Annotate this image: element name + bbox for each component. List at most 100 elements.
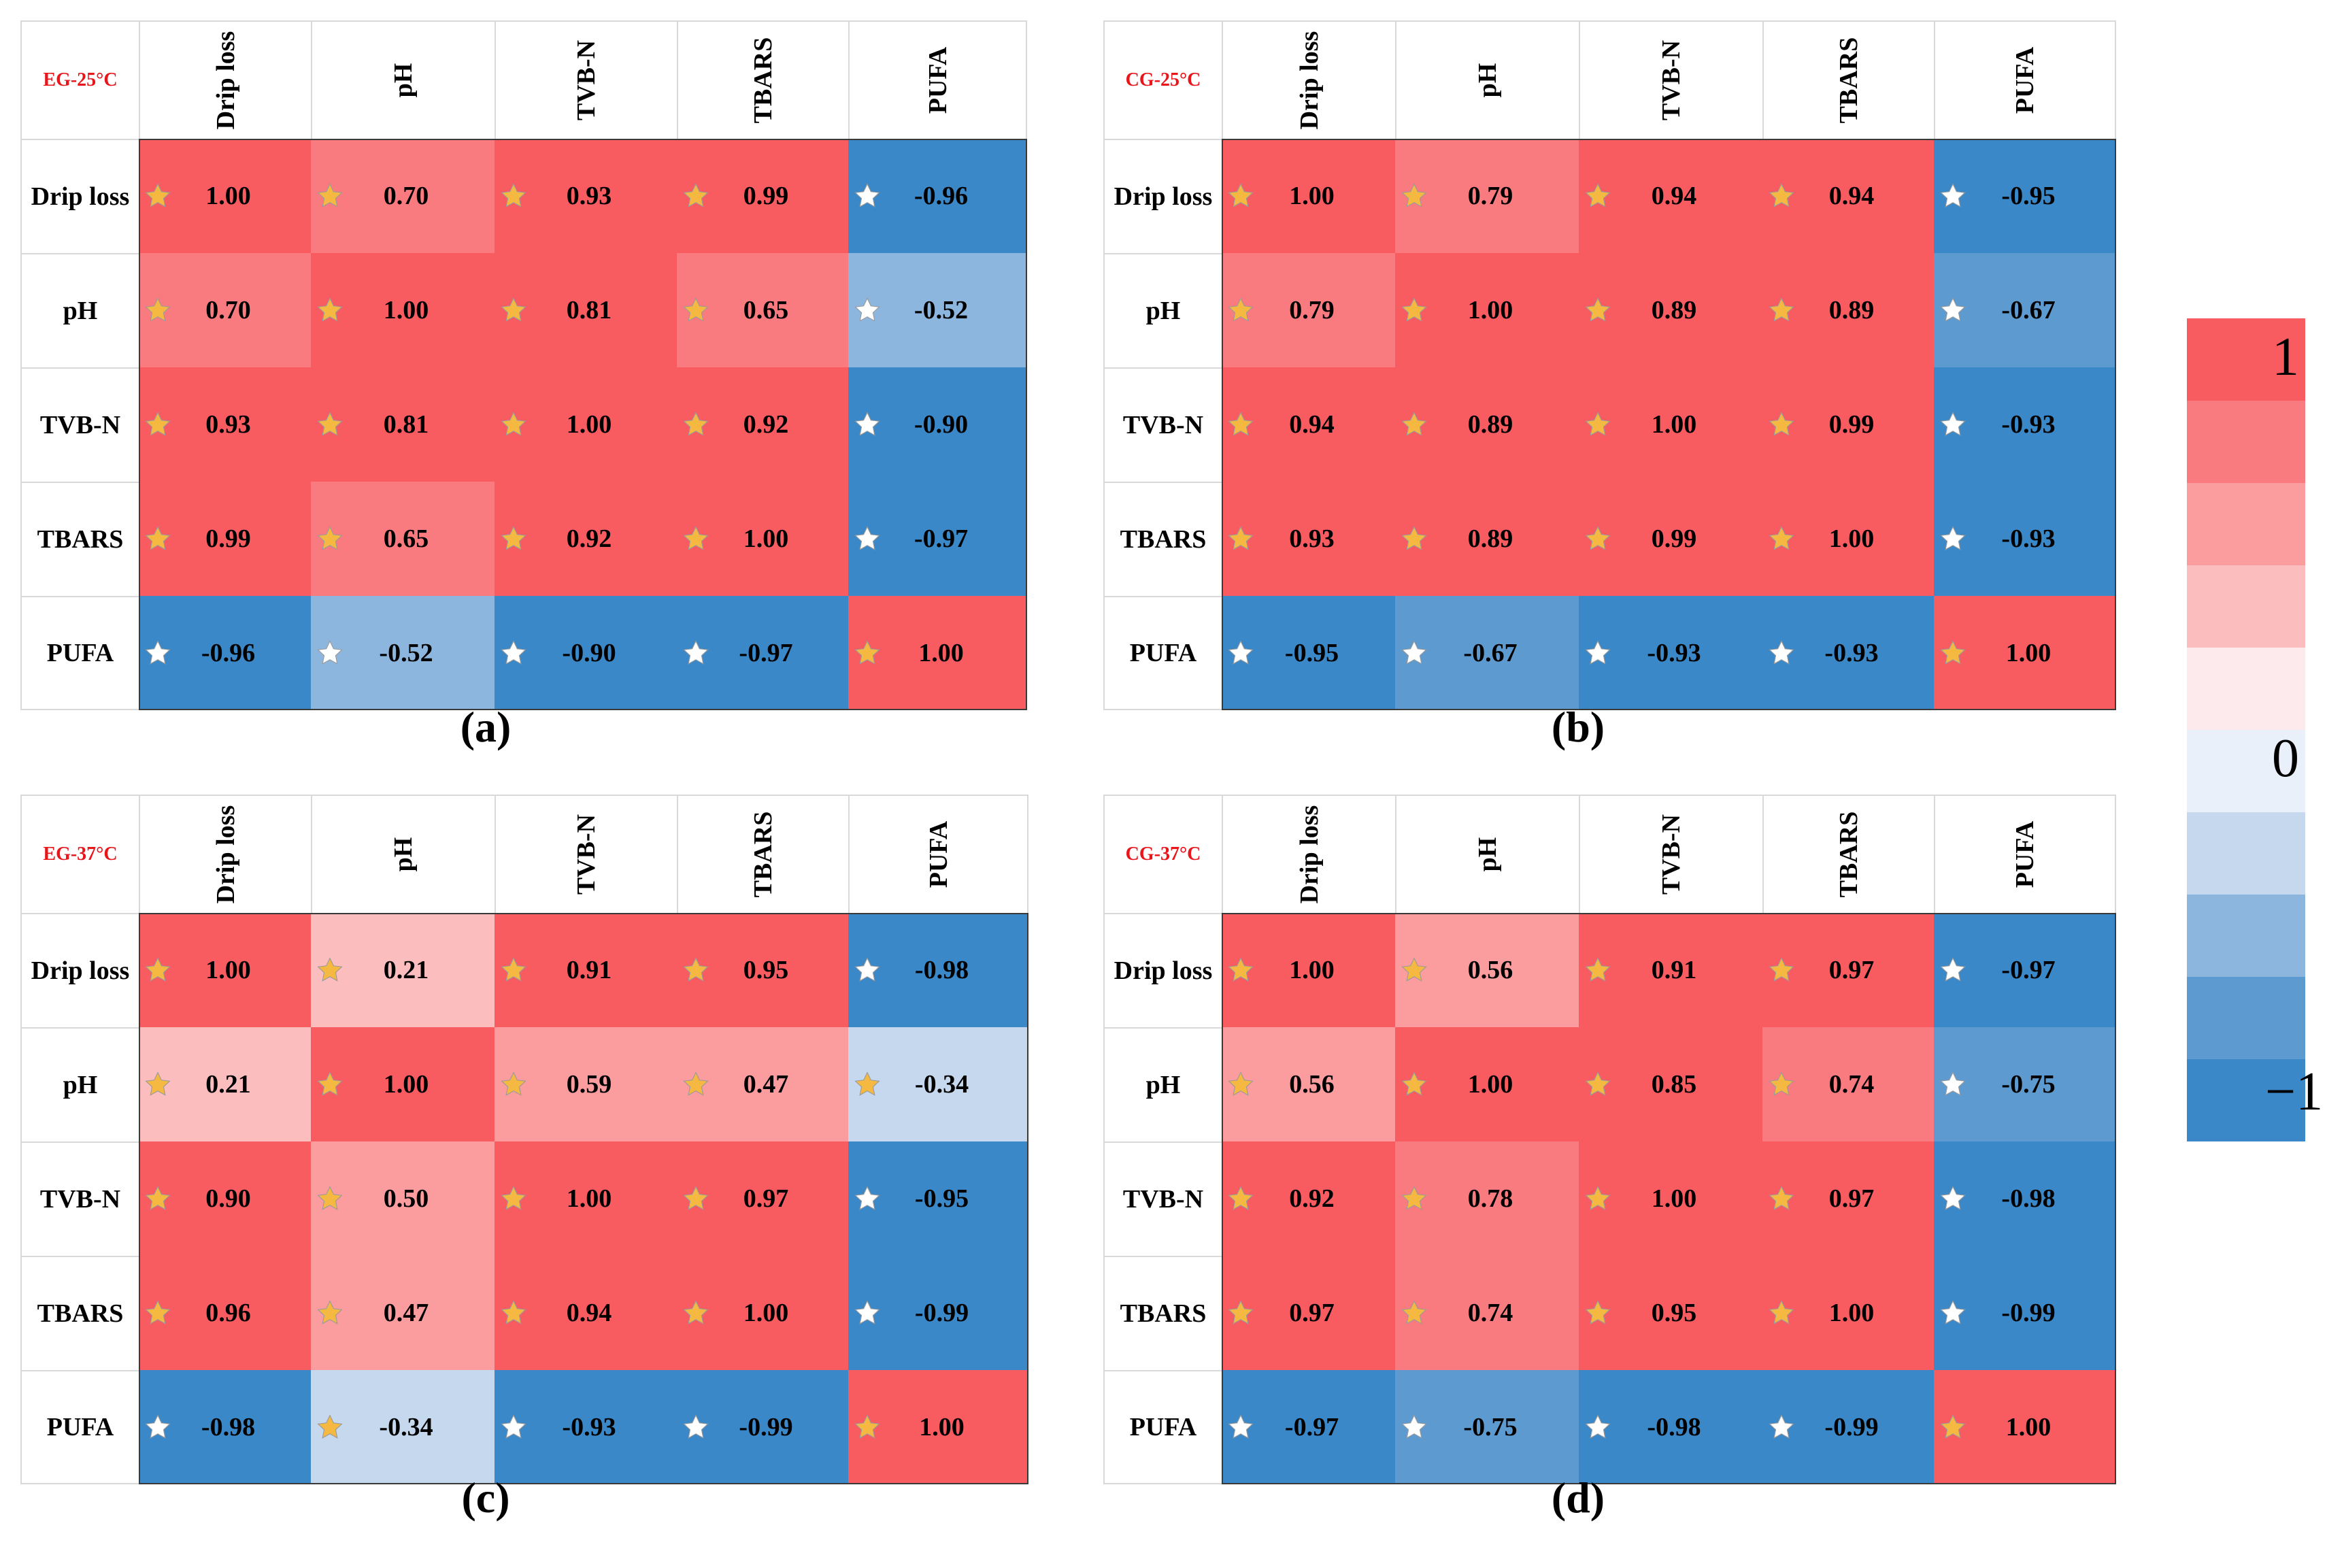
star-icon — [145, 412, 171, 436]
star-icon — [683, 1300, 709, 1324]
cell-value: -0.67 — [1463, 639, 1518, 667]
heatmap-cell: 0.93 — [139, 367, 311, 482]
cell-value: -0.52 — [914, 296, 969, 324]
cell-value: 0.89 — [1467, 410, 1513, 439]
heatmap-cell: 0.78 — [1395, 1141, 1579, 1256]
column-header-label: Drip loss — [1294, 31, 1324, 130]
heatmap-cell: 0.85 — [1579, 1027, 1762, 1141]
cell-value: -0.93 — [1647, 639, 1701, 667]
cell-value: -0.90 — [562, 639, 616, 667]
column-header: Drip loss — [1222, 795, 1395, 913]
heatmap-cell: 1.00 — [1395, 253, 1579, 367]
heatmap-cell: 1.00 — [848, 1370, 1028, 1484]
heatmap-cell: 0.50 — [311, 1141, 495, 1256]
column-header: Drip loss — [139, 795, 311, 913]
cell-value: -0.99 — [739, 1413, 793, 1441]
cell-value: 1.00 — [1828, 1299, 1875, 1327]
heatmap-cell: -0.34 — [311, 1370, 495, 1484]
row-header: pH — [1103, 1027, 1222, 1141]
star-icon — [1585, 1300, 1611, 1324]
star-icon — [317, 957, 343, 982]
cell-value: 1.00 — [2005, 1413, 2052, 1441]
star-icon — [145, 1186, 171, 1210]
heatmap-cell: 0.93 — [495, 139, 677, 253]
column-header-label: TVB-N — [572, 814, 601, 895]
star-icon — [501, 412, 526, 436]
heatmap-cell: 0.70 — [311, 139, 495, 253]
row-header: TVB-N — [1103, 367, 1222, 482]
heatmap-cell: 1.00 — [1934, 1370, 2116, 1484]
heatmap-cell: 1.00 — [1222, 139, 1395, 253]
star-icon — [145, 1071, 171, 1096]
panel-label: (b) — [1551, 703, 1605, 751]
heatmap-cell: -0.99 — [677, 1370, 848, 1484]
star-icon — [1401, 1300, 1427, 1324]
star-icon — [1940, 526, 1966, 550]
cell-value: 0.96 — [205, 1299, 251, 1327]
column-header-label: PUFA — [2011, 46, 2039, 114]
heatmap-cell: -0.34 — [848, 1027, 1028, 1141]
heatmap-cell: 1.00 — [495, 367, 677, 482]
heatmap-cell: 0.92 — [1222, 1141, 1395, 1256]
star-icon — [1228, 640, 1254, 665]
cell-value: -0.98 — [201, 1413, 256, 1441]
star-icon — [1940, 297, 1966, 322]
row-header: Drip loss — [1103, 139, 1222, 253]
heatmap-cell: 0.47 — [311, 1256, 495, 1370]
legend-swatch — [2187, 977, 2305, 1059]
row-header: PUFA — [1103, 1370, 1222, 1484]
cell-value: -0.97 — [1284, 1413, 1339, 1441]
cell-value: 1.00 — [566, 1184, 612, 1213]
row-header: TVB-N — [20, 367, 139, 482]
heatmap-cell: -0.97 — [1222, 1370, 1395, 1484]
heatmap-cell: 1.00 — [1579, 1141, 1762, 1256]
heatmap-cell: 0.91 — [1579, 913, 1762, 1027]
star-icon — [683, 1414, 709, 1439]
column-header-label: TVB-N — [572, 39, 601, 121]
heatmap-cell: 0.74 — [1762, 1027, 1934, 1141]
cell-value: 0.93 — [205, 410, 251, 439]
star-icon — [501, 1300, 526, 1324]
star-icon — [1940, 412, 1966, 436]
heatmap-cell: 0.97 — [1762, 913, 1934, 1027]
star-icon — [683, 526, 709, 550]
star-icon — [683, 297, 709, 322]
heatmap-cell: 0.94 — [495, 1256, 677, 1370]
star-icon — [1401, 526, 1427, 550]
star-icon — [1401, 957, 1427, 982]
heatmap-cell: -0.90 — [495, 596, 677, 710]
heatmap-cell: -0.93 — [1762, 596, 1934, 710]
star-icon — [1585, 412, 1611, 436]
heatmap-cell: -0.93 — [1934, 482, 2116, 596]
star-icon — [145, 526, 171, 550]
star-icon — [501, 183, 526, 207]
cell-value: 0.93 — [566, 182, 612, 210]
cell-value: 0.99 — [743, 182, 789, 210]
star-icon — [854, 1071, 880, 1096]
cell-value: -0.97 — [914, 524, 969, 553]
heatmap-cell: -0.95 — [848, 1141, 1028, 1256]
cell-value: -0.95 — [914, 1184, 969, 1213]
heatmap-cell: 0.99 — [1762, 367, 1934, 482]
column-header: PUFA — [1934, 795, 2116, 913]
cell-value: 0.95 — [1651, 1299, 1697, 1327]
star-icon — [1228, 957, 1254, 982]
legend-swatch — [2187, 1059, 2305, 1141]
star-icon — [1228, 183, 1254, 207]
column-header-label: PUFA — [924, 820, 953, 888]
panel-label: (a) — [460, 703, 512, 751]
legend-swatch — [2187, 483, 2305, 565]
heatmap-cell: 0.59 — [495, 1027, 677, 1141]
cell-value: -0.90 — [914, 410, 969, 439]
legend-swatch — [2187, 318, 2305, 401]
star-icon — [501, 957, 526, 982]
star-icon — [1585, 1414, 1611, 1439]
column-header: PUFA — [848, 795, 1028, 913]
star-icon — [145, 957, 171, 982]
cell-value: 1.00 — [918, 639, 964, 667]
heatmap-cell: 0.65 — [677, 253, 848, 367]
column-header: TVB-N — [1579, 20, 1762, 139]
column-header: Drip loss — [139, 20, 311, 139]
star-icon — [317, 1186, 343, 1210]
cell-value: 0.50 — [383, 1184, 429, 1213]
